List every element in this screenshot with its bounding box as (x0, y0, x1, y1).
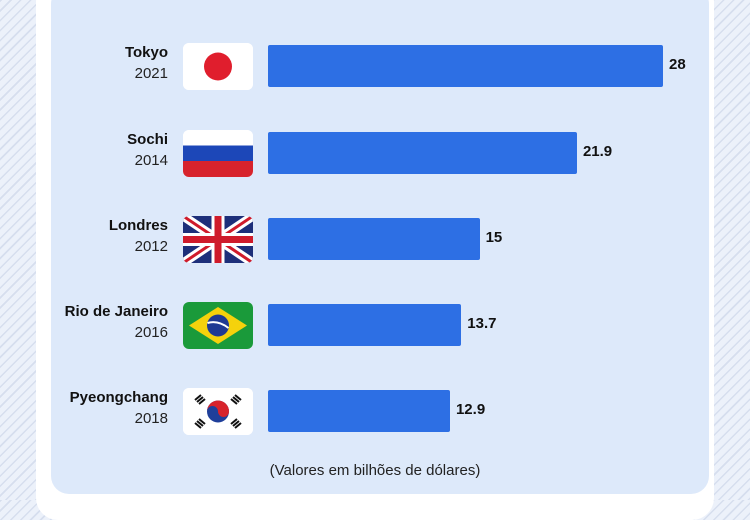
city-label: Sochi (127, 131, 168, 148)
data-label: 15 (485, 229, 503, 246)
bar-row-tokyo: Tokyo 2021 28 (0, 40, 750, 100)
data-label: 21.9 (582, 143, 613, 160)
year-label: 2021 (134, 65, 168, 82)
year-label: 2012 (134, 238, 168, 255)
year-label: 2014 (134, 152, 168, 169)
bar (268, 45, 663, 87)
city-label: Rio de Janeiro (64, 303, 168, 320)
bar (268, 218, 480, 260)
data-label: 12.9 (455, 401, 486, 418)
city-label: Pyeongchang (69, 389, 168, 406)
japan-flag-icon (183, 43, 253, 90)
uk-flag-icon (183, 216, 253, 263)
year-label: 2016 (134, 324, 168, 341)
bar-row-sochi: Sochi 2014 21.9 (0, 127, 750, 187)
city-label: Londres (108, 217, 168, 234)
bar-row-rio: Rio de Janeiro 2016 13.7 (0, 299, 750, 359)
bar-row-pyeongchang: Pyeongchang 2018 12.9 (0, 385, 750, 445)
russia-flag-icon (183, 130, 253, 177)
city-label: Tokyo (124, 44, 168, 61)
chart-annotation: (Valores em bilhões de dólares) (269, 462, 481, 479)
data-label: 13.7 (467, 315, 497, 332)
bar-row-londres: Londres 2012 15 (0, 213, 750, 273)
brazil-flag-icon (183, 302, 253, 349)
year-label: 2018 (134, 410, 168, 427)
data-label: 28 (669, 56, 686, 73)
bar (268, 132, 577, 174)
south-korea-flag-icon (183, 388, 253, 435)
bar (268, 390, 450, 432)
bar (268, 304, 462, 346)
